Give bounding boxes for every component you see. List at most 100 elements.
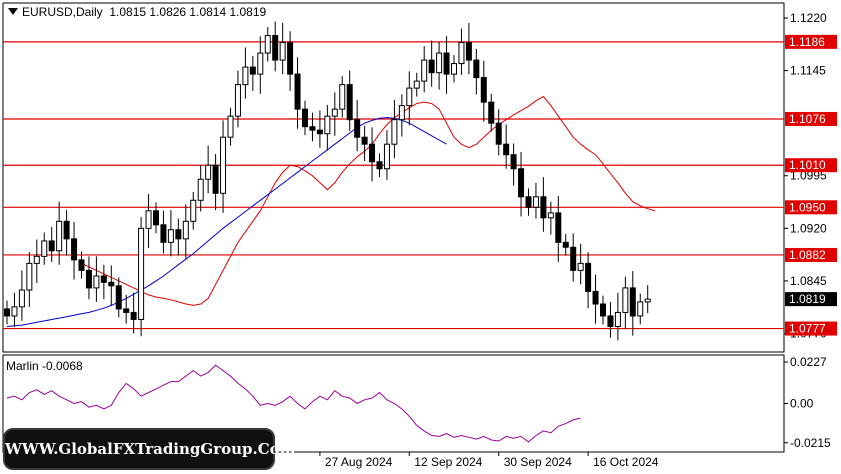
candle-down: [361, 136, 368, 145]
candle-down: [78, 259, 85, 271]
candle-up: [458, 42, 465, 65]
candle-up: [436, 52, 443, 74]
candle-up: [451, 63, 457, 75]
oscillator-line: [6, 364, 581, 443]
time-tick-label: 16 Oct 2024: [593, 455, 659, 469]
candle-up: [242, 66, 249, 86]
level-price-label: 1.1076: [789, 112, 826, 126]
candle-down: [153, 210, 159, 226]
candle-down: [376, 161, 383, 170]
candle-down: [294, 73, 301, 110]
candle-down: [473, 59, 480, 79]
candle-up: [33, 255, 40, 264]
level-price-label: 1.1186: [789, 35, 825, 49]
candle-up: [41, 240, 48, 257]
candle-up: [18, 289, 25, 308]
collapse-triangle-icon[interactable]: [8, 8, 18, 15]
candle-up: [324, 115, 331, 135]
candle-down: [443, 52, 450, 75]
watermark-logo: WWW.GlobalFXTradingGroup.Com: [3, 428, 296, 470]
symbol-label: EURUSD,Daily: [22, 5, 103, 19]
candle-down: [100, 275, 107, 283]
level-price-badge: [785, 158, 837, 173]
level-price-label: 1.0950: [789, 200, 826, 214]
time-tick-label: 27 Aug 2024: [325, 455, 393, 469]
osc-tick-label: 0.00: [790, 397, 814, 411]
candle-down: [488, 101, 495, 124]
candle-down: [540, 196, 547, 219]
candle-up: [257, 52, 264, 75]
candle-up: [391, 119, 398, 145]
candle-up: [532, 196, 539, 208]
candle-down: [115, 285, 122, 310]
candle-down: [570, 246, 577, 271]
candle-up: [547, 212, 554, 219]
price-tick-label: 1.0920: [790, 221, 827, 235]
candle-down: [175, 229, 182, 240]
candle-down: [592, 290, 599, 305]
candle-up: [421, 59, 428, 82]
candle-up: [413, 80, 420, 89]
candle-down: [160, 224, 167, 243]
candle-up: [190, 199, 197, 222]
candle-up: [264, 35, 271, 54]
current-price-label: 1.0819: [789, 292, 826, 306]
candle-down: [555, 212, 562, 243]
candle-down: [71, 238, 78, 261]
level-price-badge: [785, 200, 837, 215]
current-price-badge: [785, 292, 837, 307]
candle-up: [220, 136, 227, 194]
candle-down: [354, 119, 361, 138]
candle-down: [495, 122, 502, 145]
price-tick-label: 1.0845: [790, 274, 827, 288]
candle-down: [562, 241, 569, 248]
candle-up: [93, 275, 100, 289]
candle-down: [63, 220, 70, 240]
price-tick-label: 1.0995: [790, 169, 827, 183]
candle-up: [26, 262, 33, 291]
chart-header: EURUSD,Daily 1.0815 1.0826 1.0814 1.0819: [8, 5, 266, 19]
candle-up: [339, 84, 346, 110]
candle-down: [108, 281, 115, 287]
candle-up: [644, 298, 651, 303]
candle-down: [369, 143, 376, 163]
candle-down: [130, 311, 137, 320]
candle-down: [465, 42, 472, 61]
candle-up: [614, 311, 621, 327]
candle-up: [279, 42, 286, 61]
candle-up: [167, 229, 174, 243]
candle-up: [406, 87, 413, 107]
candle-up: [197, 178, 204, 201]
candle-up: [577, 262, 584, 271]
time-tick-label: 12 Sep 2024: [414, 455, 482, 469]
candle-down: [607, 315, 614, 327]
candle-up: [11, 306, 18, 317]
candle-up: [234, 84, 241, 117]
candle-down: [123, 308, 130, 313]
watermark-text: WWW.GlobalFXTradingGroup.Com: [5, 440, 296, 458]
candle-up: [383, 143, 390, 170]
ma-slow-line: [6, 117, 447, 327]
candle-up: [398, 105, 405, 121]
candle-up: [205, 164, 212, 180]
candle-down: [85, 269, 92, 289]
candle-down: [249, 66, 256, 75]
candle-up: [56, 220, 63, 252]
price-tick-label: 1.1145: [790, 64, 826, 78]
candle-up: [138, 227, 145, 320]
candle-down: [302, 108, 308, 128]
candle-down: [4, 308, 10, 317]
level-price-badge: [785, 111, 837, 126]
candle-up: [331, 108, 338, 117]
candle-down: [346, 84, 353, 121]
level-price-badge: [785, 321, 837, 336]
time-tick-label: 30 Sep 2024: [504, 455, 572, 469]
candle-down: [585, 262, 592, 292]
candle-down: [272, 35, 279, 61]
level-price-badge: [785, 247, 837, 262]
level-price-label: 1.1010: [789, 158, 826, 172]
candle-down: [212, 164, 219, 194]
candle-down: [480, 77, 487, 103]
candle-down: [428, 59, 435, 74]
